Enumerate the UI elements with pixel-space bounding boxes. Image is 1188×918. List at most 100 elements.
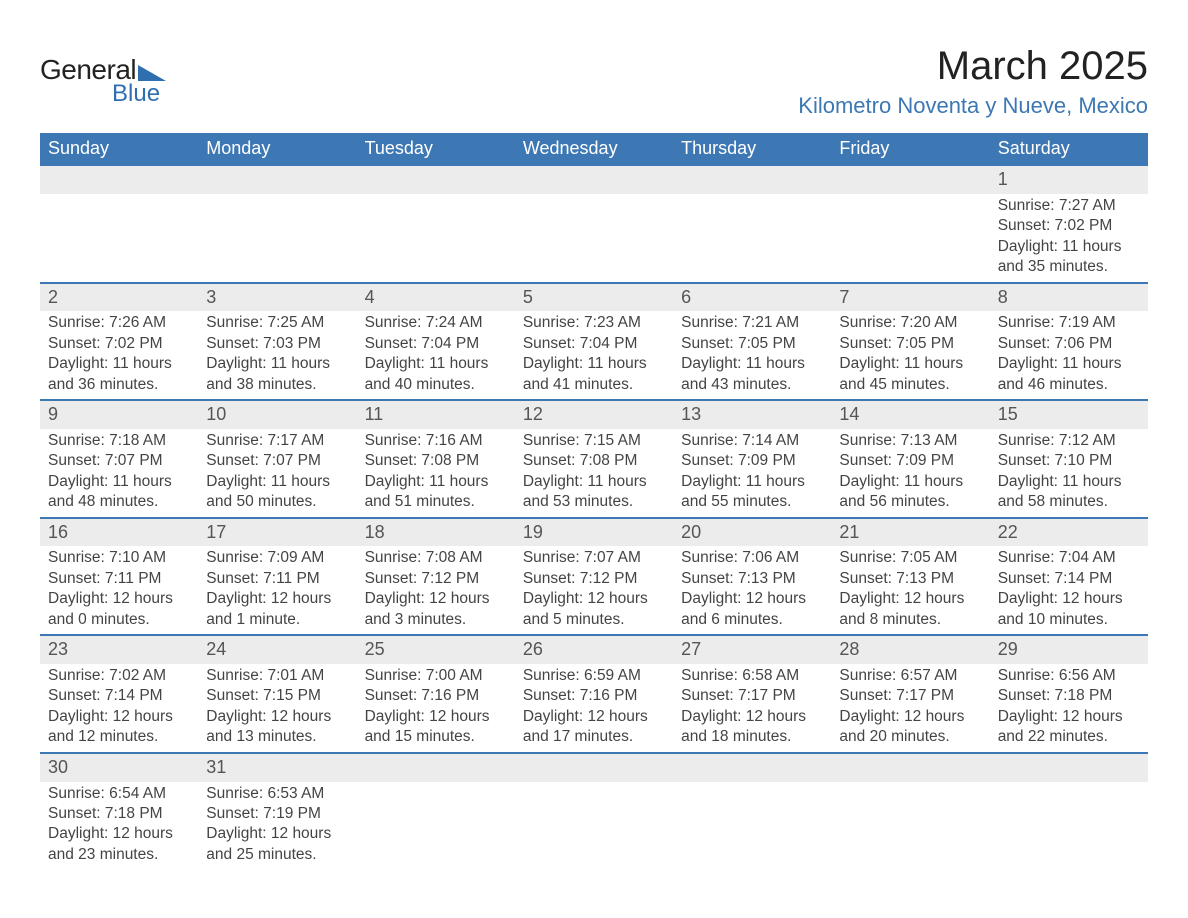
calendar-week-row: 30Sunrise: 6:54 AMSunset: 7:18 PMDayligh… <box>40 753 1148 870</box>
daylight-text: Daylight: 11 hours and 43 minutes. <box>681 354 823 395</box>
dayname-header: Monday <box>198 133 356 165</box>
day-number: 6 <box>673 284 831 312</box>
calendar-day-cell: 22Sunrise: 7:04 AMSunset: 7:14 PMDayligh… <box>990 518 1148 636</box>
calendar-day-cell: 20Sunrise: 7:06 AMSunset: 7:13 PMDayligh… <box>673 518 831 636</box>
calendar-day-cell: 17Sunrise: 7:09 AMSunset: 7:11 PMDayligh… <box>198 518 356 636</box>
sunset-text: Sunset: 7:19 PM <box>206 804 348 824</box>
calendar-day-cell: 4Sunrise: 7:24 AMSunset: 7:04 PMDaylight… <box>357 283 515 401</box>
calendar-empty-cell <box>831 165 989 283</box>
calendar-day-cell: 11Sunrise: 7:16 AMSunset: 7:08 PMDayligh… <box>357 400 515 518</box>
logo-blue-text: Blue <box>112 80 166 108</box>
daylight-text: Daylight: 12 hours and 13 minutes. <box>206 707 348 748</box>
day-number <box>831 754 989 782</box>
daylight-text: Daylight: 12 hours and 0 minutes. <box>48 589 190 630</box>
day-content: Sunrise: 7:04 AMSunset: 7:14 PMDaylight:… <box>990 546 1148 634</box>
day-content: Sunrise: 7:10 AMSunset: 7:11 PMDaylight:… <box>40 546 198 634</box>
sunrise-text: Sunrise: 7:05 AM <box>839 548 981 568</box>
calendar-empty-cell <box>515 165 673 283</box>
daylight-text: Daylight: 12 hours and 3 minutes. <box>365 589 507 630</box>
day-number: 15 <box>990 401 1148 429</box>
day-number: 4 <box>357 284 515 312</box>
sunrise-text: Sunrise: 7:07 AM <box>523 548 665 568</box>
sunset-text: Sunset: 7:16 PM <box>365 686 507 706</box>
day-content <box>198 194 356 220</box>
day-number <box>357 754 515 782</box>
title-block: March 2025 Kilometro Noventa y Nueve, Me… <box>798 24 1148 125</box>
sunset-text: Sunset: 7:14 PM <box>48 686 190 706</box>
day-number: 18 <box>357 519 515 547</box>
sunrise-text: Sunrise: 7:23 AM <box>523 313 665 333</box>
calendar-empty-cell <box>990 753 1148 870</box>
daylight-text: Daylight: 11 hours and 41 minutes. <box>523 354 665 395</box>
calendar-day-cell: 31Sunrise: 6:53 AMSunset: 7:19 PMDayligh… <box>198 753 356 870</box>
day-number: 25 <box>357 636 515 664</box>
day-content: Sunrise: 7:24 AMSunset: 7:04 PMDaylight:… <box>357 311 515 399</box>
sunset-text: Sunset: 7:05 PM <box>839 334 981 354</box>
sunrise-text: Sunrise: 7:00 AM <box>365 666 507 686</box>
day-number: 20 <box>673 519 831 547</box>
sunrise-text: Sunrise: 7:21 AM <box>681 313 823 333</box>
sunrise-text: Sunrise: 7:17 AM <box>206 431 348 451</box>
sunset-text: Sunset: 7:04 PM <box>523 334 665 354</box>
sunset-text: Sunset: 7:07 PM <box>48 451 190 471</box>
flag-icon <box>138 65 166 81</box>
daylight-text: Daylight: 11 hours and 35 minutes. <box>998 237 1140 278</box>
day-number: 1 <box>990 166 1148 194</box>
daylight-text: Daylight: 12 hours and 17 minutes. <box>523 707 665 748</box>
calendar-empty-cell <box>515 753 673 870</box>
sunrise-text: Sunrise: 7:02 AM <box>48 666 190 686</box>
day-content: Sunrise: 6:54 AMSunset: 7:18 PMDaylight:… <box>40 782 198 870</box>
day-number: 22 <box>990 519 1148 547</box>
day-number: 17 <box>198 519 356 547</box>
day-content: Sunrise: 7:15 AMSunset: 7:08 PMDaylight:… <box>515 429 673 517</box>
sunrise-text: Sunrise: 7:04 AM <box>998 548 1140 568</box>
sunrise-text: Sunrise: 7:24 AM <box>365 313 507 333</box>
day-content <box>831 194 989 220</box>
calendar-week-row: 1Sunrise: 7:27 AMSunset: 7:02 PMDaylight… <box>40 165 1148 283</box>
calendar-day-cell: 8Sunrise: 7:19 AMSunset: 7:06 PMDaylight… <box>990 283 1148 401</box>
day-content <box>831 782 989 808</box>
sunset-text: Sunset: 7:14 PM <box>998 569 1140 589</box>
daylight-text: Daylight: 11 hours and 50 minutes. <box>206 472 348 513</box>
sunrise-text: Sunrise: 6:59 AM <box>523 666 665 686</box>
calendar-empty-cell <box>357 165 515 283</box>
daylight-text: Daylight: 12 hours and 10 minutes. <box>998 589 1140 630</box>
calendar-day-cell: 1Sunrise: 7:27 AMSunset: 7:02 PMDaylight… <box>990 165 1148 283</box>
sunrise-text: Sunrise: 7:12 AM <box>998 431 1140 451</box>
day-content: Sunrise: 7:08 AMSunset: 7:12 PMDaylight:… <box>357 546 515 634</box>
daylight-text: Daylight: 12 hours and 20 minutes. <box>839 707 981 748</box>
day-content: Sunrise: 7:00 AMSunset: 7:16 PMDaylight:… <box>357 664 515 752</box>
sunset-text: Sunset: 7:03 PM <box>206 334 348 354</box>
calendar-day-cell: 29Sunrise: 6:56 AMSunset: 7:18 PMDayligh… <box>990 635 1148 753</box>
sunset-text: Sunset: 7:05 PM <box>681 334 823 354</box>
daylight-text: Daylight: 12 hours and 18 minutes. <box>681 707 823 748</box>
calendar-empty-cell <box>198 165 356 283</box>
day-number: 8 <box>990 284 1148 312</box>
calendar-day-cell: 23Sunrise: 7:02 AMSunset: 7:14 PMDayligh… <box>40 635 198 753</box>
calendar-empty-cell <box>357 753 515 870</box>
daylight-text: Daylight: 12 hours and 6 minutes. <box>681 589 823 630</box>
daylight-text: Daylight: 12 hours and 8 minutes. <box>839 589 981 630</box>
dayname-header: Sunday <box>40 133 198 165</box>
day-number <box>198 166 356 194</box>
day-number: 26 <box>515 636 673 664</box>
day-number: 24 <box>198 636 356 664</box>
sunset-text: Sunset: 7:18 PM <box>998 686 1140 706</box>
sunrise-text: Sunrise: 7:09 AM <box>206 548 348 568</box>
day-content: Sunrise: 7:12 AMSunset: 7:10 PMDaylight:… <box>990 429 1148 517</box>
calendar-table: SundayMondayTuesdayWednesdayThursdayFrid… <box>40 133 1148 869</box>
day-content <box>990 782 1148 808</box>
dayname-header: Friday <box>831 133 989 165</box>
sunrise-text: Sunrise: 6:57 AM <box>839 666 981 686</box>
dayname-header: Tuesday <box>357 133 515 165</box>
calendar-day-cell: 13Sunrise: 7:14 AMSunset: 7:09 PMDayligh… <box>673 400 831 518</box>
calendar-day-cell: 24Sunrise: 7:01 AMSunset: 7:15 PMDayligh… <box>198 635 356 753</box>
sunset-text: Sunset: 7:18 PM <box>48 804 190 824</box>
daylight-text: Daylight: 11 hours and 40 minutes. <box>365 354 507 395</box>
calendar-empty-cell <box>673 165 831 283</box>
day-number: 30 <box>40 754 198 782</box>
daylight-text: Daylight: 12 hours and 12 minutes. <box>48 707 190 748</box>
day-number <box>357 166 515 194</box>
day-content: Sunrise: 7:26 AMSunset: 7:02 PMDaylight:… <box>40 311 198 399</box>
sunrise-text: Sunrise: 7:18 AM <box>48 431 190 451</box>
